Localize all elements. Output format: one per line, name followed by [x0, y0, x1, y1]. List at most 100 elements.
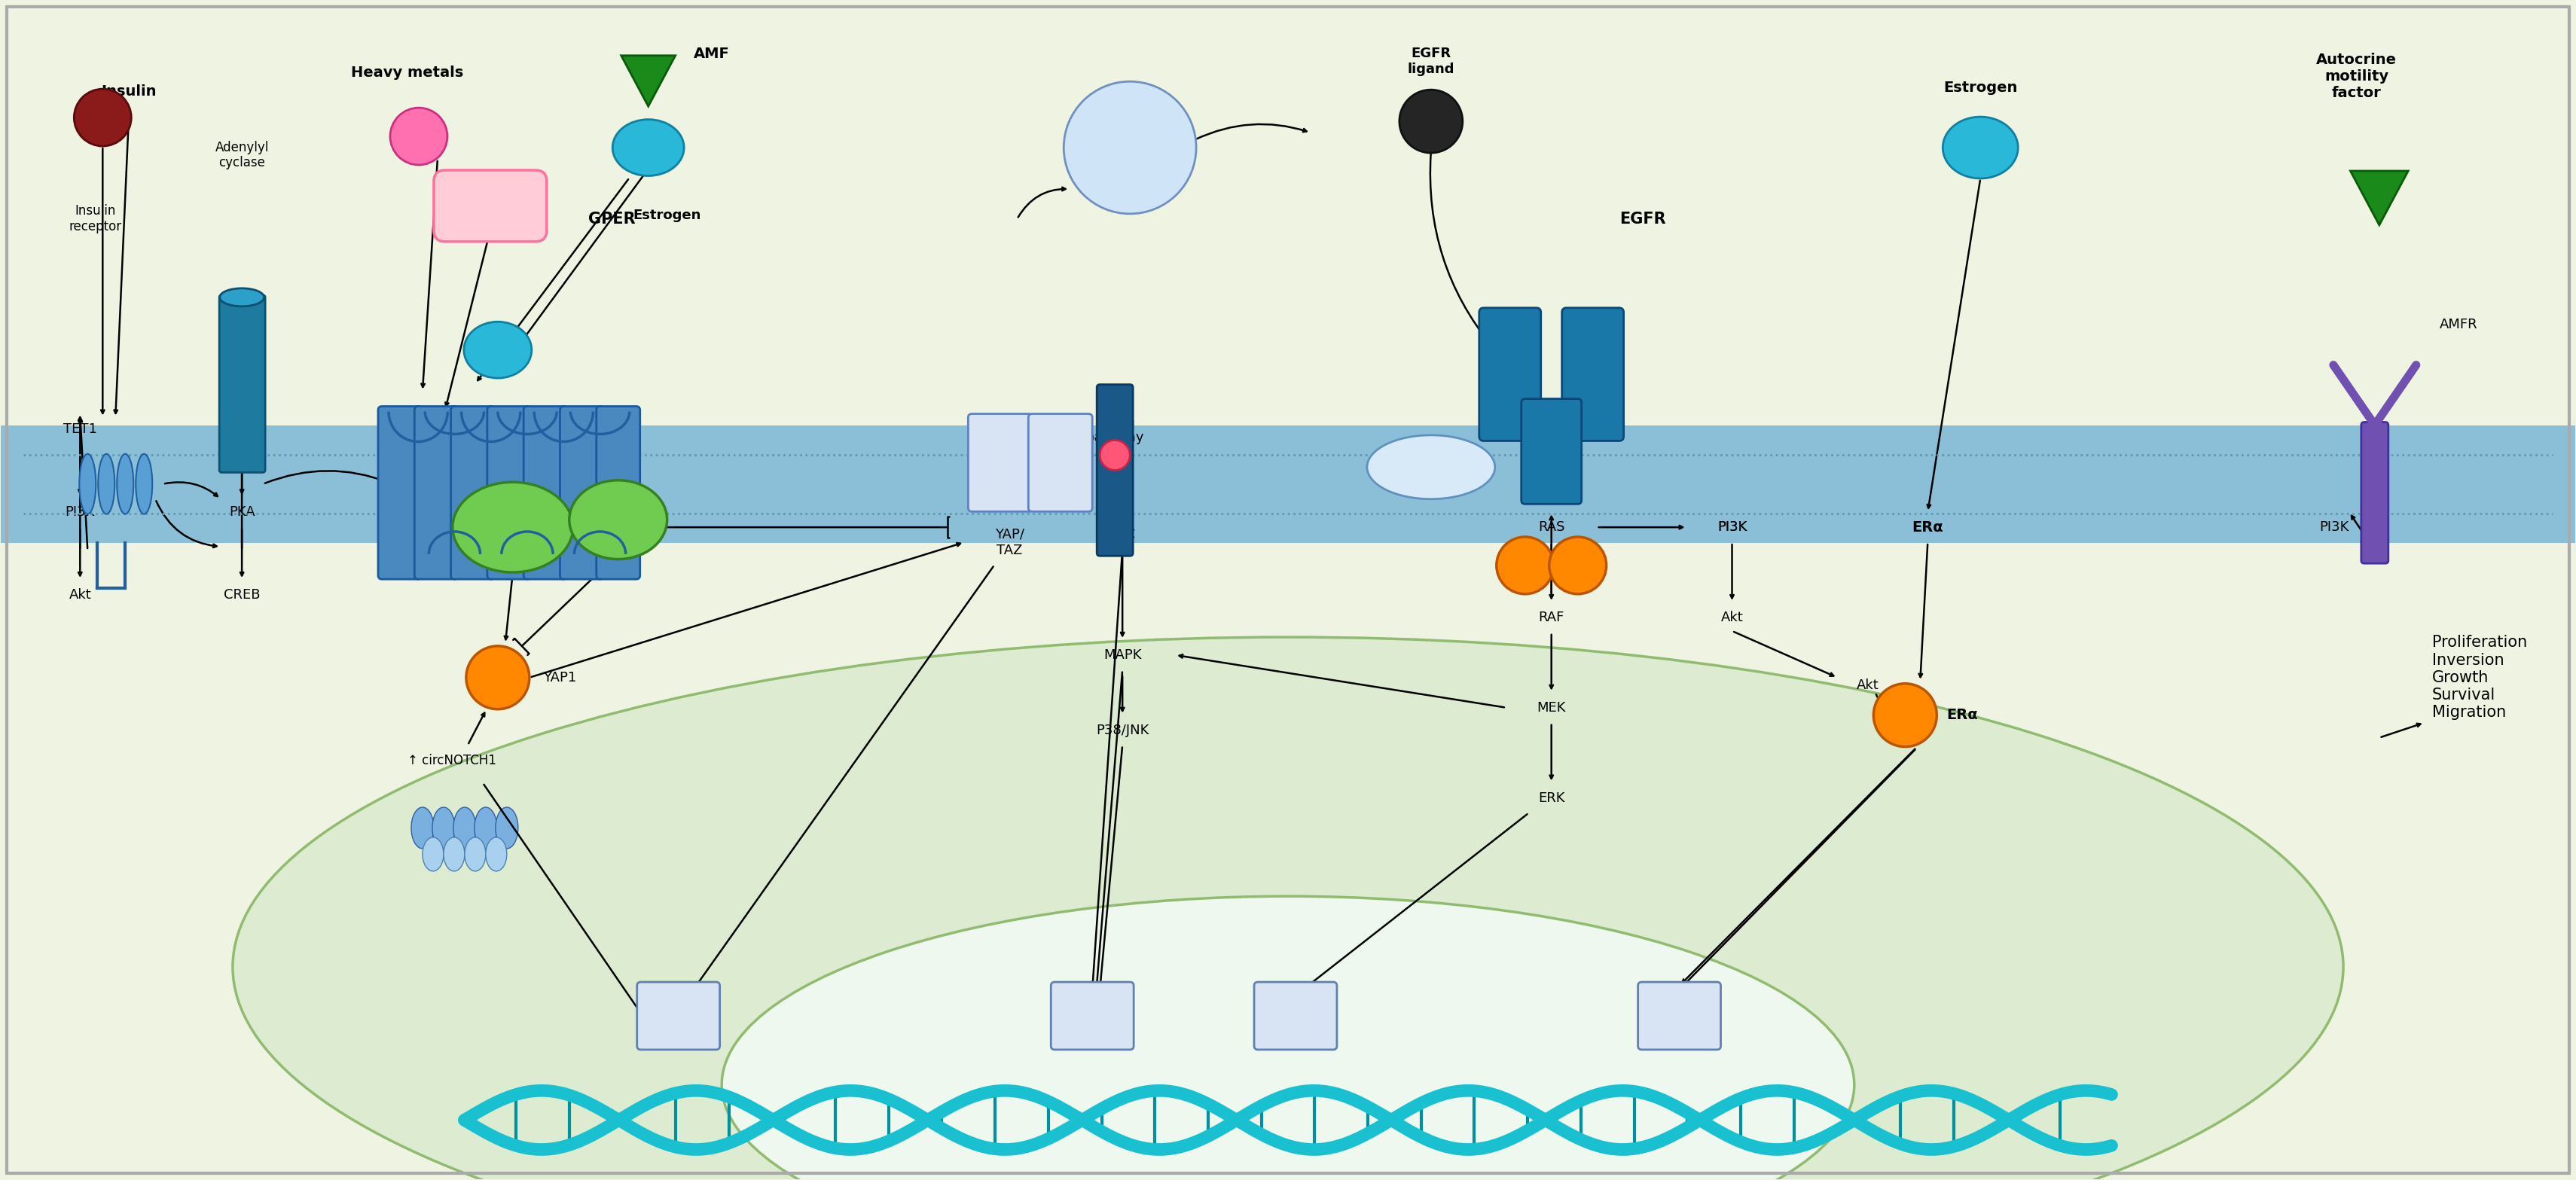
FancyBboxPatch shape	[1479, 308, 1540, 441]
Ellipse shape	[495, 807, 518, 848]
Text: Estrogen: Estrogen	[1942, 80, 2017, 94]
Ellipse shape	[219, 288, 265, 307]
Text: PLC: PLC	[1417, 460, 1445, 474]
Circle shape	[389, 107, 448, 165]
Ellipse shape	[474, 807, 497, 848]
Ellipse shape	[412, 807, 433, 848]
Text: β/γ: β/γ	[605, 512, 631, 527]
Text: P: P	[492, 670, 502, 684]
Ellipse shape	[137, 454, 152, 514]
Text: α: α	[507, 518, 520, 536]
Text: PI3K: PI3K	[1718, 520, 1747, 535]
Text: Autocrine
motility
factor: Autocrine motility factor	[2316, 52, 2398, 100]
Text: ERα: ERα	[1911, 520, 1942, 535]
Ellipse shape	[1368, 435, 1494, 499]
FancyBboxPatch shape	[1097, 385, 1133, 556]
FancyBboxPatch shape	[451, 406, 495, 579]
Circle shape	[75, 88, 131, 146]
Text: ERK: ERK	[1538, 791, 1564, 805]
FancyBboxPatch shape	[1051, 982, 1133, 1050]
FancyBboxPatch shape	[523, 406, 567, 579]
Text: RAS: RAS	[1538, 520, 1564, 535]
FancyBboxPatch shape	[415, 406, 459, 579]
Text: ATP
cAMP: ATP cAMP	[224, 415, 260, 444]
Text: GPER: GPER	[587, 211, 636, 227]
Text: P: P	[1574, 558, 1582, 572]
Ellipse shape	[569, 480, 667, 559]
Text: Akt: Akt	[1857, 678, 1878, 691]
Ellipse shape	[1942, 117, 2017, 178]
Text: Insulin
receptor: Insulin receptor	[70, 204, 121, 234]
Polygon shape	[2349, 171, 2409, 225]
Ellipse shape	[232, 637, 2344, 1180]
Text: YAP1: YAP1	[544, 670, 577, 684]
Text: PI3K: PI3K	[2318, 520, 2349, 535]
FancyBboxPatch shape	[379, 406, 422, 579]
Text: Estrogen: Estrogen	[634, 209, 701, 222]
Text: EGFR
ligand: EGFR ligand	[1406, 46, 1455, 76]
Text: PKA: PKA	[229, 505, 255, 519]
Text: ERα: ERα	[1947, 708, 1978, 722]
Ellipse shape	[453, 807, 477, 848]
Text: Proliferation
Inversion
Growth
Survival
Migration: Proliferation Inversion Growth Survival …	[2432, 635, 2527, 720]
Text: MEK: MEK	[1538, 701, 1566, 714]
Circle shape	[1100, 440, 1131, 470]
Circle shape	[466, 645, 531, 709]
FancyBboxPatch shape	[487, 406, 531, 579]
Ellipse shape	[453, 483, 572, 572]
Text: P: P	[1901, 708, 1909, 722]
Text: AMF: AMF	[693, 46, 729, 61]
Text: Adenylyl
cyclase: Adenylyl cyclase	[214, 140, 268, 170]
FancyBboxPatch shape	[433, 170, 546, 242]
Ellipse shape	[80, 454, 95, 514]
FancyBboxPatch shape	[1255, 982, 1337, 1050]
Ellipse shape	[464, 322, 531, 378]
Bar	[0, 425, 2576, 543]
Text: RAF: RAF	[1538, 611, 1564, 624]
Ellipse shape	[443, 838, 464, 871]
Text: ERα: ERα	[1664, 1009, 1695, 1023]
FancyBboxPatch shape	[598, 406, 639, 579]
Text: TF: TF	[667, 1009, 688, 1023]
FancyBboxPatch shape	[1522, 399, 1582, 504]
FancyBboxPatch shape	[1028, 414, 1092, 512]
Circle shape	[1873, 683, 1937, 747]
Ellipse shape	[464, 838, 487, 871]
Text: MMP: MMP	[1108, 140, 1151, 155]
Polygon shape	[621, 55, 675, 106]
FancyBboxPatch shape	[1638, 982, 1721, 1050]
Text: PI3K: PI3K	[64, 505, 95, 519]
FancyBboxPatch shape	[219, 295, 265, 472]
Ellipse shape	[487, 838, 507, 871]
Text: BPA: BPA	[474, 198, 505, 212]
Circle shape	[1548, 537, 1607, 594]
Text: Heavy metals: Heavy metals	[350, 65, 464, 79]
FancyBboxPatch shape	[636, 982, 719, 1050]
Circle shape	[1399, 90, 1463, 153]
Ellipse shape	[721, 897, 1855, 1180]
Ellipse shape	[98, 454, 116, 514]
Text: PI3K: PI3K	[1718, 520, 1747, 535]
Text: Insulin: Insulin	[100, 84, 157, 98]
FancyBboxPatch shape	[1561, 308, 1623, 441]
Text: Akt: Akt	[1721, 611, 1744, 624]
Ellipse shape	[422, 838, 443, 871]
Text: P: P	[1520, 558, 1530, 572]
FancyBboxPatch shape	[969, 414, 1033, 512]
FancyBboxPatch shape	[559, 406, 603, 579]
Text: TF: TF	[1082, 1009, 1103, 1023]
Text: ↑ circNOTCH1: ↑ circNOTCH1	[407, 754, 497, 767]
Text: EGFR: EGFR	[1620, 211, 1667, 227]
Text: TET1: TET1	[64, 422, 98, 437]
Text: P38/JNK: P38/JNK	[1095, 723, 1149, 738]
Text: Notch
pathway: Notch pathway	[1084, 415, 1144, 444]
Circle shape	[1497, 537, 1553, 594]
Text: TF: TF	[1285, 1009, 1306, 1023]
Text: YAP/
TAZ: YAP/ TAZ	[994, 527, 1025, 557]
Text: AMFR: AMFR	[2439, 317, 2478, 332]
FancyBboxPatch shape	[2362, 422, 2388, 563]
Text: Akt: Akt	[70, 588, 90, 602]
Ellipse shape	[116, 454, 134, 514]
Text: β1: β1	[1054, 477, 1069, 491]
Circle shape	[1064, 81, 1195, 214]
